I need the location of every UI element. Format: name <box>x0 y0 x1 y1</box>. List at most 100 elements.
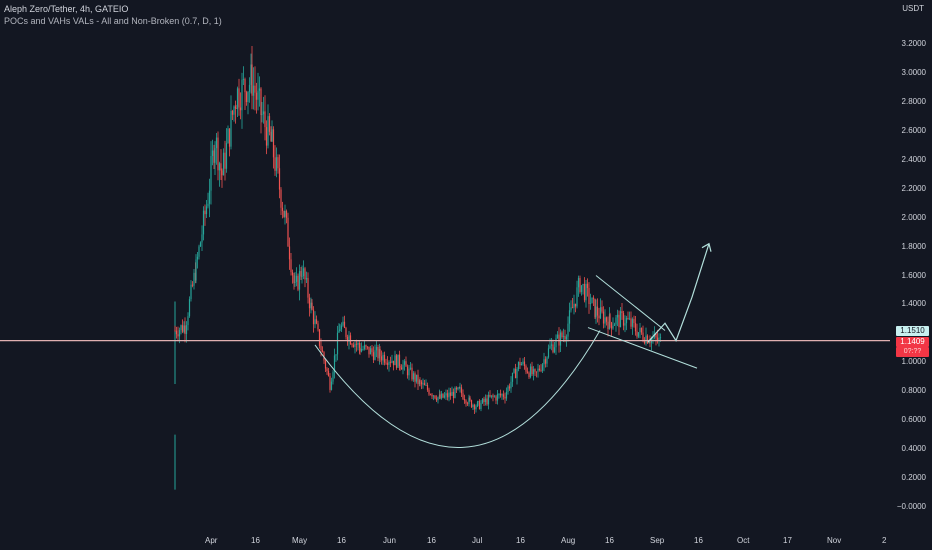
candle-body <box>220 163 222 171</box>
candle-body <box>568 310 571 324</box>
candle-body <box>472 404 474 408</box>
candle-body <box>435 398 438 401</box>
candle-body <box>365 345 367 347</box>
candle-body <box>544 359 547 364</box>
candle-body <box>616 314 619 318</box>
candle-body <box>312 309 315 325</box>
candle-body <box>414 373 416 382</box>
candle-body <box>452 391 455 399</box>
candle-body <box>307 278 309 298</box>
chart-area[interactable]: Aleph Zero/Tether, 4h, GATEIO POCs and V… <box>0 0 890 534</box>
price-tick-label: −0.0000 <box>896 502 926 511</box>
candle-body <box>550 344 553 346</box>
candle-body <box>190 284 192 300</box>
candle-body <box>366 346 369 348</box>
candle-body <box>609 314 611 323</box>
time-tick-label: Jul <box>472 536 483 545</box>
time-tick-label: Sep <box>650 536 665 545</box>
candle-body <box>199 242 202 247</box>
candle-body <box>423 383 426 386</box>
candle-body <box>399 365 401 368</box>
price-axis[interactable]: USDT 3.2000 3.0000 2.8000 2.6000 2.4000 2.200… <box>890 0 932 550</box>
candle-body <box>540 370 542 371</box>
candle-body <box>462 393 464 400</box>
candle-body <box>559 332 562 346</box>
candle-body <box>283 210 285 217</box>
candle-body <box>180 325 182 331</box>
candle-body <box>429 394 432 396</box>
candle-body <box>631 319 634 327</box>
candle-body <box>574 303 577 307</box>
candle-body <box>224 152 226 169</box>
candle-body <box>420 381 423 385</box>
candle-body <box>330 381 333 390</box>
candle-body <box>496 394 499 401</box>
candle-body <box>508 386 511 389</box>
time-tick-label: Nov <box>827 536 842 545</box>
candle-body <box>239 107 242 111</box>
candle-body <box>358 343 361 348</box>
time-axis[interactable]: Apr 16 May 16 Jun 16 Jul 16 Aug 16 Sep 16 Oct 17 Nov 2 <box>0 534 890 550</box>
candle-body <box>198 246 200 257</box>
candle-body <box>621 311 623 314</box>
candle-body <box>596 306 599 316</box>
candle-body <box>392 360 395 366</box>
candle-body <box>598 315 600 319</box>
candle-body <box>278 168 281 190</box>
price-tick-label: 1.8000 <box>901 241 926 251</box>
candle-body <box>618 314 620 328</box>
candle-body <box>310 302 312 309</box>
candle-body <box>241 79 243 111</box>
candle-body <box>502 394 505 397</box>
candle-body <box>261 114 263 116</box>
candle-body <box>247 91 249 103</box>
candle-body <box>448 392 450 398</box>
time-tick-label: 2 <box>882 536 887 545</box>
chart-title[interactable]: Aleph Zero/Tether, 4h, GATEIO <box>4 4 129 14</box>
candle-body <box>546 357 548 364</box>
time-tick-label: 16 <box>251 536 260 545</box>
candle-body <box>287 217 289 247</box>
candle-body <box>227 128 229 144</box>
candle-body <box>293 275 295 283</box>
candle-body <box>624 323 626 326</box>
candle-body <box>522 361 524 364</box>
candle-body <box>357 343 359 345</box>
candle-body <box>565 336 568 340</box>
price-tick-label: 2.4000 <box>901 154 926 164</box>
candle-body <box>268 116 271 132</box>
candle-body <box>394 355 396 366</box>
candle-body <box>573 303 575 308</box>
indicator-legend[interactable]: POCs and VAHs VALs - All and Non-Broken … <box>4 16 222 26</box>
price-chart[interactable] <box>0 0 890 534</box>
candle-body <box>342 321 344 326</box>
price-tick-label: 3.0000 <box>901 67 926 77</box>
candle-body <box>183 325 185 332</box>
candle-body <box>274 157 276 171</box>
candle-body <box>619 311 622 328</box>
candle-body <box>213 150 215 163</box>
price-tick-label: 2.2000 <box>901 183 926 193</box>
candle-body <box>534 369 536 372</box>
candle-body <box>517 362 520 370</box>
candle-body <box>576 287 578 307</box>
candle-body <box>501 394 503 396</box>
candle-body <box>504 396 506 399</box>
time-tick-label: 16 <box>427 536 436 545</box>
candle-body <box>398 354 401 366</box>
candle-body <box>601 307 603 312</box>
candle-body <box>359 347 361 352</box>
candle-body <box>636 331 638 337</box>
candle-body <box>612 325 614 329</box>
candle-body <box>599 307 602 319</box>
candle-body <box>254 85 256 93</box>
candle-body <box>389 361 392 363</box>
candle-body <box>336 332 339 355</box>
candle-body <box>205 206 208 215</box>
candle-body <box>215 137 218 149</box>
candle-body <box>526 371 529 373</box>
time-tick-label: 16 <box>516 536 525 545</box>
candle-body <box>301 276 303 277</box>
candle-body <box>419 380 421 382</box>
candle-body <box>304 268 306 280</box>
